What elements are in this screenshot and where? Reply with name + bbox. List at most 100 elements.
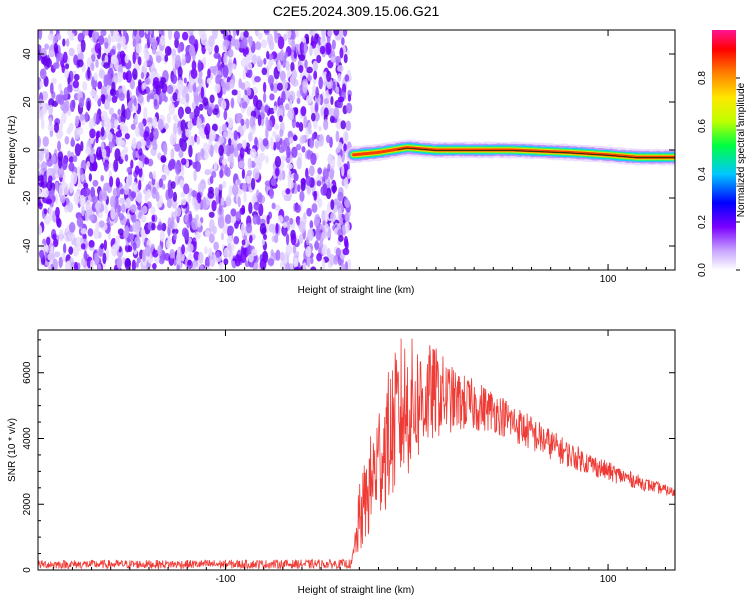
- heatmap-cell: [206, 77, 212, 85]
- heatmap-cell: [132, 68, 138, 80]
- heatmap-cell: [302, 262, 307, 270]
- heatmap-cell: [208, 233, 215, 244]
- heatmap-cell: [314, 140, 319, 149]
- heatmap-cell: [300, 106, 307, 117]
- heatmap-cell: [209, 129, 216, 142]
- heatmap-cell: [51, 77, 57, 85]
- heatmap-cell: [132, 241, 137, 251]
- heatmap-cell: [202, 142, 209, 152]
- heatmap-cell: [200, 86, 205, 100]
- heatmap-cell: [130, 123, 136, 130]
- heatmap-cell: [124, 133, 131, 140]
- heatmap-cell: [330, 211, 336, 223]
- heatmap-cell: [49, 252, 56, 260]
- heatmap-cell: [55, 206, 60, 218]
- heatmap-cell: [293, 172, 299, 182]
- heatmap-cell: [203, 150, 209, 160]
- snr-ticks: -100 100 0 2000 4000 6000: [22, 330, 675, 585]
- heatmap-cell: [202, 203, 208, 211]
- heatmap-cell: [255, 41, 262, 51]
- heatmap-cell: [252, 167, 260, 181]
- heatmap-cell: [321, 230, 327, 239]
- heatmap-cell: [266, 214, 270, 225]
- heatmap-cell: [302, 80, 308, 94]
- heatmap-cell: [261, 67, 268, 76]
- heatmap-cell: [185, 92, 190, 103]
- heatmap-cell: [100, 30, 107, 37]
- heatmap-cell: [97, 81, 103, 90]
- heatmap-cell: [130, 204, 137, 213]
- heatmap-cell: [276, 82, 283, 91]
- heatmap-cell: [138, 30, 145, 38]
- heatmap-cell: [138, 121, 144, 130]
- heatmap-cell: [76, 126, 84, 136]
- heatmap-cell: [229, 79, 235, 89]
- heatmap-cell: [54, 193, 59, 205]
- heatmap-cell: [286, 163, 293, 170]
- heatmap-cell: [299, 190, 305, 203]
- heatmap-cell: [69, 222, 76, 233]
- heatmap-cell: [267, 59, 273, 70]
- heatmap-cell: [73, 191, 80, 205]
- heatmap-cell: [261, 238, 265, 246]
- heatmap-cell: [252, 214, 259, 225]
- heatmap-cell: [273, 30, 278, 36]
- heatmap-cell: [93, 94, 99, 102]
- heatmap-cell: [132, 30, 137, 37]
- heatmap-cell: [68, 47, 75, 57]
- heatmap-cell: [277, 36, 285, 50]
- heatmap-cell: [223, 247, 230, 258]
- heatmap-cell: [277, 59, 281, 72]
- colorbar-label: Normalized spectral amplitude: [736, 82, 747, 217]
- heatmap-cell: [183, 77, 187, 84]
- spectrogram-ticks: -100 100 -40 -20 0 20 40: [22, 30, 675, 285]
- heatmap-cell: [279, 251, 285, 262]
- heatmap-cells: [38, 30, 675, 270]
- heatmap-cell: [147, 93, 155, 100]
- heatmap-cell: [345, 221, 350, 234]
- y-tick-label: 20: [22, 96, 33, 108]
- heatmap-cell: [115, 31, 120, 43]
- heatmap-cell: [273, 142, 277, 151]
- heatmap-cell: [280, 49, 285, 62]
- heatmap-cell: [217, 215, 225, 229]
- heatmap-cell: [208, 211, 215, 218]
- heatmap-cell: [90, 259, 95, 270]
- heatmap-cell: [119, 197, 126, 205]
- heatmap-cell: [175, 54, 181, 68]
- heatmap-cell: [313, 60, 318, 72]
- heatmap-cell: [55, 33, 62, 41]
- heatmap-cell: [72, 155, 78, 163]
- heatmap-cell: [163, 122, 169, 130]
- heatmap-cell: [308, 165, 315, 177]
- heatmap-cell: [90, 186, 96, 199]
- heatmap-cell: [222, 65, 229, 78]
- heatmap-cell: [337, 96, 345, 103]
- heatmap-cell: [170, 181, 176, 189]
- heatmap-cell: [153, 98, 158, 107]
- heatmap-cell: [48, 188, 55, 199]
- heatmap-cell: [45, 236, 51, 246]
- heatmap-cell: [268, 107, 275, 115]
- heatmap-cell: [181, 158, 187, 166]
- heatmap-cell: [225, 196, 232, 207]
- heatmap-cell: [68, 162, 75, 172]
- heatmap-cell: [174, 143, 181, 152]
- heatmap-cell: [300, 181, 306, 192]
- heatmap-cell: [152, 249, 159, 258]
- heatmap-cell: [117, 71, 123, 84]
- heatmap-cell: [161, 174, 167, 181]
- heatmap-cell: [111, 135, 116, 148]
- heatmap-cell: [237, 196, 241, 208]
- heatmap-cell: [284, 103, 290, 111]
- heatmap-cell: [224, 214, 232, 225]
- heatmap-cell: [165, 239, 171, 249]
- heatmap-cell: [309, 44, 313, 57]
- heatmap-cell: [307, 122, 312, 131]
- heatmap-cell: [259, 152, 266, 162]
- heatmap-cell: [306, 66, 313, 74]
- heatmap-cell: [294, 30, 299, 38]
- heatmap-cell: [230, 208, 237, 217]
- heatmap-cell: [124, 54, 129, 64]
- heatmap-cell: [98, 190, 104, 204]
